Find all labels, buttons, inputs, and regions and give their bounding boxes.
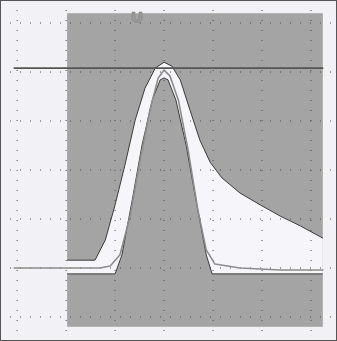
grid-line-x (164, 0, 165, 341)
mask-window (67, 13, 323, 327)
grid-line-x (213, 0, 214, 341)
mask-allowed-band (67, 62, 323, 274)
grid-line-y (0, 170, 337, 171)
grid-line-x (115, 0, 116, 341)
grid-line-x (262, 0, 263, 341)
plot-frame (1, 1, 337, 341)
grid-line-y (0, 72, 337, 73)
scope-screen (0, 0, 337, 341)
grid-line-x (66, 0, 67, 341)
trigger-marker (132, 12, 142, 23)
mask-upper-edge (67, 62, 323, 260)
trace-line (14, 70, 323, 270)
plot-area (0, 0, 337, 341)
grid-line-x (17, 0, 18, 341)
mask-lower-edge (67, 78, 323, 274)
grid-line-y (0, 23, 337, 24)
grid-line-y (0, 121, 337, 122)
scope-root (0, 0, 337, 341)
trace-line (14, 67, 323, 69)
trigger-marker-shape (132, 12, 142, 23)
background (0, 0, 337, 341)
grid-line-y (0, 316, 337, 317)
